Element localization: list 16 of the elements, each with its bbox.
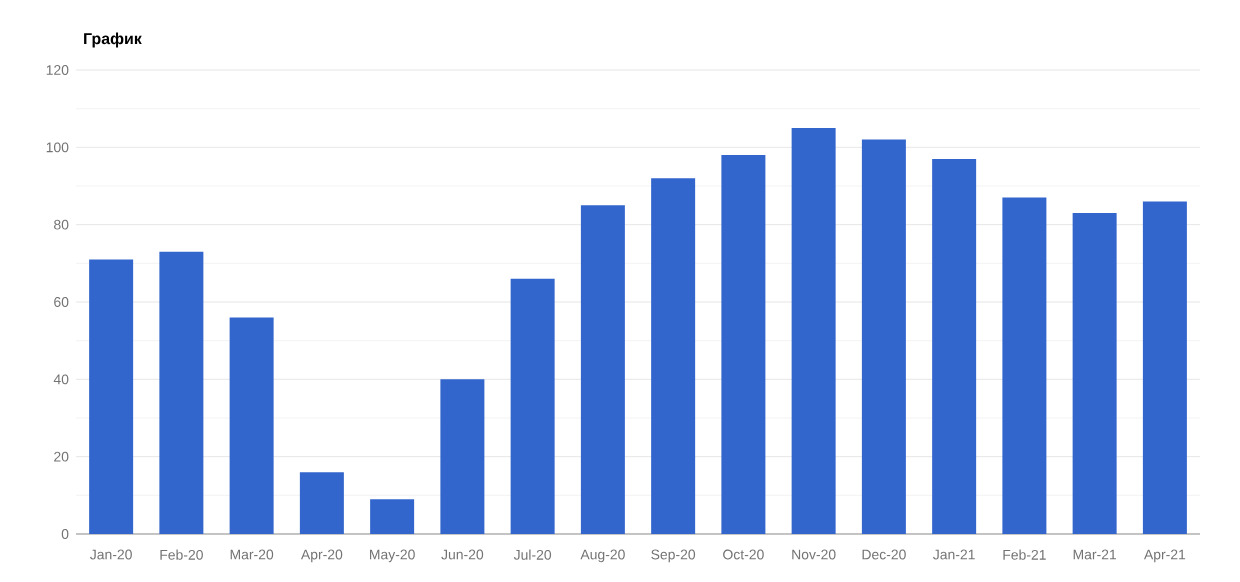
- bar: [791, 127, 836, 534]
- bar: [510, 278, 555, 534]
- bar: [721, 155, 766, 534]
- bar: [229, 317, 274, 534]
- bar: [580, 205, 625, 534]
- bar: [440, 379, 485, 534]
- bar: [651, 178, 696, 534]
- bar: [159, 251, 204, 534]
- bar: [1002, 197, 1047, 534]
- bar: [299, 472, 344, 534]
- bar: [89, 259, 134, 534]
- bar: [1142, 201, 1187, 534]
- bar: [861, 139, 906, 534]
- bar: [932, 158, 977, 534]
- bar: [370, 499, 415, 534]
- bar: [1072, 213, 1117, 534]
